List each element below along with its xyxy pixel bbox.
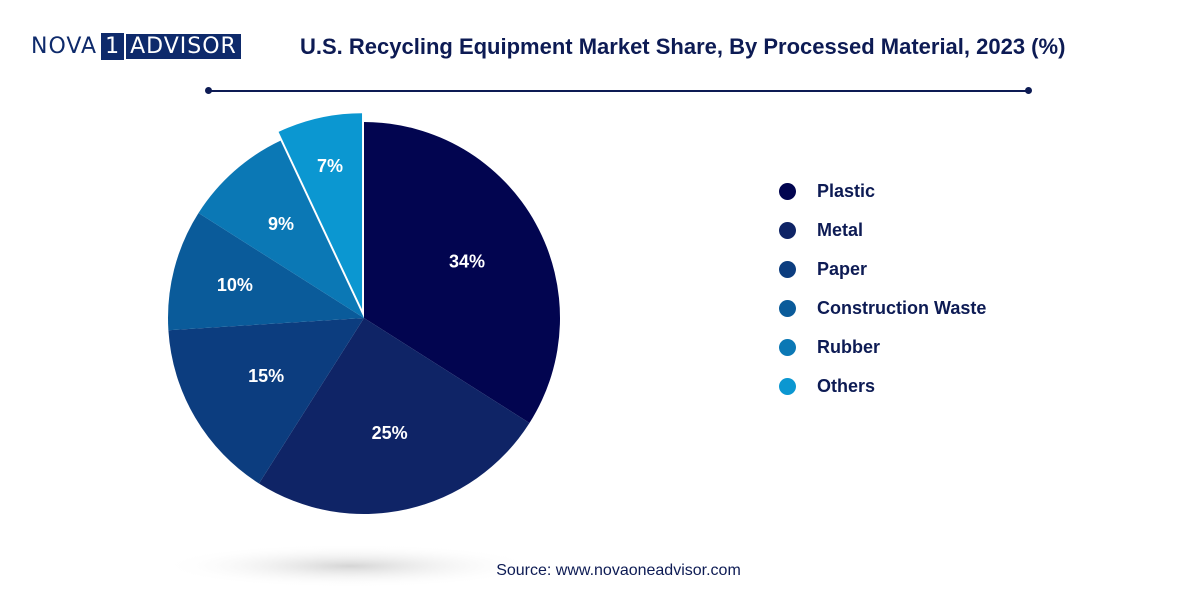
logo-nova: NOVA bbox=[31, 33, 98, 59]
pie-labels: 34% 25% 15% 10% 9% 7% bbox=[217, 156, 485, 443]
legend-label: Construction Waste bbox=[817, 298, 987, 318]
legend-item: Rubber bbox=[779, 328, 986, 367]
pie-data-label: 25% bbox=[372, 423, 408, 443]
pie-data-label: 9% bbox=[268, 214, 294, 234]
pie-slice-others bbox=[278, 113, 363, 310]
legend-label: Plastic bbox=[817, 181, 876, 201]
pie-slice-paper bbox=[168, 318, 364, 484]
pie-data-label: 10% bbox=[217, 275, 253, 295]
chart-title: U.S. Recycling Equipment Market Share, B… bbox=[300, 34, 1066, 59]
novaoneadvisor-logo: NOVA 1 ADVISOR bbox=[29, 32, 241, 60]
pie-shadow bbox=[160, 544, 540, 588]
legend-item: Construction Waste bbox=[779, 289, 986, 328]
pie-slice-metal bbox=[258, 318, 530, 514]
legend-label: Paper bbox=[817, 259, 868, 279]
legend-swatch bbox=[779, 183, 796, 200]
legend-swatch bbox=[779, 261, 796, 278]
logo-one: 1 bbox=[101, 32, 125, 60]
legend-swatch bbox=[779, 300, 796, 317]
pie-data-label: 34% bbox=[449, 251, 485, 271]
legend-swatch bbox=[779, 378, 796, 395]
pie-slice-rubber bbox=[198, 140, 364, 318]
legend-item: Others bbox=[779, 367, 986, 406]
legend-item: Metal bbox=[779, 211, 986, 250]
legend-item: Paper bbox=[779, 250, 986, 289]
legend-label: Metal bbox=[817, 220, 864, 240]
legend-swatch bbox=[779, 339, 796, 356]
pie-slice-plastic bbox=[364, 122, 560, 424]
legend-label: Rubber bbox=[817, 337, 880, 357]
logo-advisor: ADVISOR bbox=[126, 33, 241, 59]
pie-data-label: 15% bbox=[248, 366, 284, 386]
pie-data-label: 7% bbox=[317, 156, 343, 176]
title-divider bbox=[205, 87, 1032, 95]
pie-slice-construction-waste bbox=[168, 212, 364, 331]
legend-swatch bbox=[779, 222, 796, 239]
legend-label: Others bbox=[817, 376, 876, 396]
source-note: Source: www.novaoneadvisor.com bbox=[496, 562, 741, 579]
legend-item: Plastic bbox=[779, 172, 986, 211]
legend: Plastic Metal Paper Construction Waste Rubbe… bbox=[779, 172, 986, 406]
pie-slices bbox=[168, 113, 560, 514]
